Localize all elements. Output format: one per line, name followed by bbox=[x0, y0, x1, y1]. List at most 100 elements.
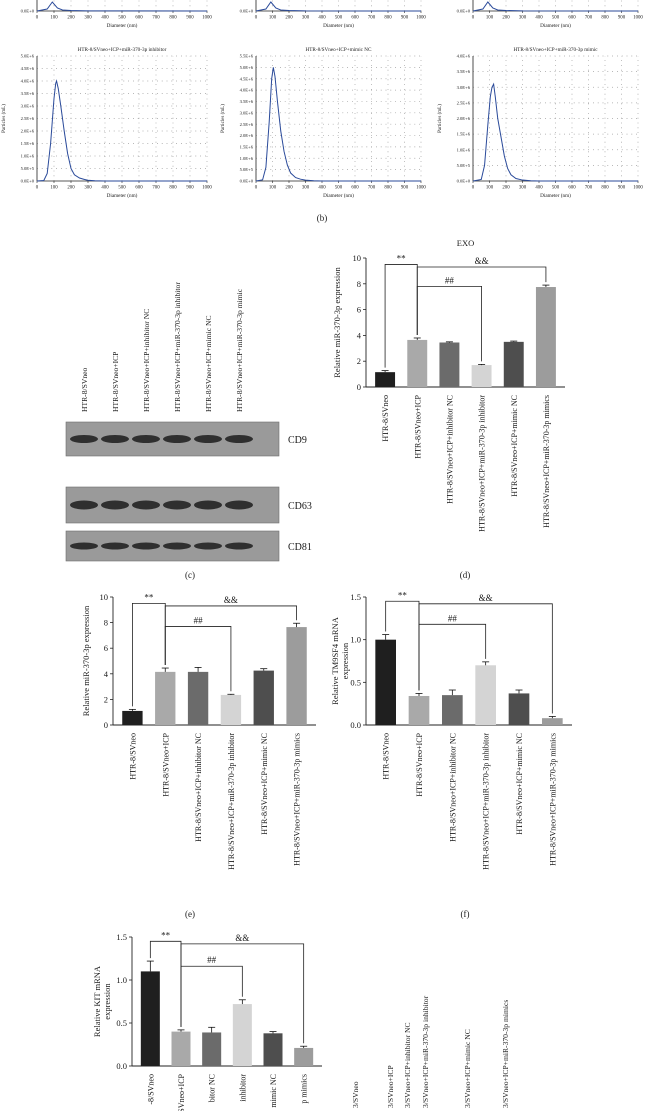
distribution-line bbox=[472, 82, 638, 182]
significance-mark: && bbox=[479, 593, 493, 603]
y-tick-label: 3.0E+6 bbox=[21, 104, 35, 109]
bar bbox=[439, 342, 460, 387]
bar bbox=[171, 1031, 191, 1066]
x-tick-label: 0 bbox=[472, 186, 475, 191]
y-tick-label: 0.0E+0 bbox=[457, 9, 471, 14]
x-tick-label: HTR-8/SVneo+ICP+miR-370-3p inhibitor bbox=[227, 733, 236, 870]
y-tick-label: 2.0E+6 bbox=[457, 116, 471, 121]
y-tick-label: 0.5 bbox=[350, 677, 361, 687]
lane-label: HTR-8/SVneo+ICP+miR-370-3p inhibitor bbox=[173, 282, 182, 412]
significance-bracket bbox=[416, 285, 482, 362]
y-tick-label: 4.0E+6 bbox=[21, 79, 35, 84]
y-tick-label: 1.0 bbox=[116, 975, 127, 985]
y-tick-label: 5.5E+6 bbox=[240, 54, 254, 59]
x-tick-label: 0 bbox=[36, 186, 39, 191]
y-axis-label: Relative miR-370-3p expression bbox=[81, 605, 91, 716]
x-tick-label: 900 bbox=[186, 16, 194, 21]
x-tick-label: 100 bbox=[486, 186, 494, 191]
distribution-line bbox=[36, 79, 207, 182]
bar bbox=[542, 718, 563, 725]
x-tick-label: 200 bbox=[67, 16, 75, 21]
blot-band bbox=[132, 500, 160, 510]
x-tick-label: 300 bbox=[84, 186, 92, 191]
cut-off-label: 3/SVneo+ICP+mimic NC bbox=[463, 1029, 472, 1108]
x-tick-label: 800 bbox=[169, 16, 177, 21]
x-tick-label: 600 bbox=[568, 186, 576, 191]
bar bbox=[475, 665, 496, 725]
panel-label-f: (f) bbox=[461, 909, 470, 919]
x-tick-label: HTR-8/SVneo+ICP+miR-370-3p inhibitor bbox=[482, 733, 491, 870]
blot-band bbox=[225, 435, 253, 443]
y-tick-label: 5.0E+5 bbox=[457, 163, 471, 168]
x-tick-label: 400 bbox=[101, 186, 109, 191]
x-tick-label: 1000 bbox=[633, 186, 643, 191]
y-tick-label: 2.5E+6 bbox=[240, 122, 254, 127]
x-tick-label: 900 bbox=[618, 186, 626, 191]
band-label: CD63 bbox=[288, 501, 312, 512]
x-tick-label: 0 bbox=[255, 186, 258, 191]
x-tick-label: bitor NC bbox=[208, 1074, 217, 1102]
x-tick-label: 600 bbox=[135, 186, 143, 191]
x-tick-label: 200 bbox=[67, 186, 75, 191]
significance-mark: ## bbox=[207, 955, 217, 965]
x-tick-label: 500 bbox=[552, 16, 560, 21]
x-tick-label: HTR-8/SVneo+ICP bbox=[415, 732, 424, 796]
x-tick-label: 200 bbox=[502, 16, 510, 21]
panel-label-b: (b) bbox=[317, 213, 328, 223]
significance-bracket bbox=[164, 626, 232, 692]
x-tick-label: 500 bbox=[552, 186, 560, 191]
x-tick-label: 0 bbox=[472, 16, 475, 21]
x-tick-label: HTR-8/SVneo+ICP+miR-370-3p mimics bbox=[548, 733, 557, 866]
band-label: CD9 bbox=[288, 435, 307, 446]
y-tick-label: 0 bbox=[357, 382, 361, 392]
blot-border bbox=[65, 421, 280, 457]
blot-border bbox=[65, 486, 280, 524]
y-tick-label: 10 bbox=[353, 253, 362, 263]
x-tick-label: 1000 bbox=[202, 16, 212, 21]
lane-label: HTR-8/SVneo bbox=[80, 368, 89, 412]
bar bbox=[508, 693, 530, 725]
significance-bracket bbox=[180, 965, 243, 1027]
x-tick-label: 700 bbox=[368, 186, 376, 191]
bar bbox=[263, 1033, 283, 1066]
nta-chart: 0 100 200 300 400 500 600 700 800 900 1000 Diameter… bbox=[438, 47, 643, 199]
blot-band bbox=[70, 500, 98, 510]
distribution-line bbox=[36, 1, 208, 12]
cut-off-label: 3/SVneo+ICP+miR-370-3p inhibitor bbox=[421, 995, 430, 1108]
nta-chart: 0 100 200 300 400 500 600 700 800 900 1000 Diameter… bbox=[21, 0, 212, 29]
x-tick-label: 600 bbox=[135, 16, 143, 21]
y-tick-label: 2 bbox=[357, 356, 361, 366]
distribution-line bbox=[472, 1, 639, 12]
blot-band bbox=[194, 435, 222, 443]
y-tick-label: 8 bbox=[357, 279, 361, 289]
y-tick-label: 0.0E+0 bbox=[21, 179, 35, 184]
y-tick-label: 5.0E+5 bbox=[240, 167, 254, 172]
band-label: CD81 bbox=[288, 542, 312, 553]
y-tick-label: 1.0E+6 bbox=[457, 147, 471, 152]
y-tick-label: 0.0E+0 bbox=[457, 179, 471, 184]
x-axis-label: Diameter (nm) bbox=[540, 192, 571, 199]
blot-band bbox=[132, 542, 160, 550]
x-tick-label: 500 bbox=[335, 16, 343, 21]
x-tick-label: SVneo+ICP bbox=[177, 1073, 186, 1111]
lane-label: HTR-8/SVneo+ICP+inhibitor NC bbox=[142, 309, 151, 412]
nta-chart: 0 100 200 300 400 500 600 700 800 900 1000 Diameter… bbox=[221, 47, 426, 199]
blot-band bbox=[101, 435, 129, 443]
x-tick-label: HTR-8/SVneo+ICP+inhibitor NC bbox=[445, 395, 454, 504]
bar bbox=[294, 1047, 314, 1066]
bar bbox=[503, 341, 524, 387]
bar bbox=[408, 695, 430, 725]
x-axis-label: Diameter (nm) bbox=[540, 22, 571, 29]
y-tick-label: 0.5 bbox=[116, 1018, 127, 1028]
bar bbox=[375, 639, 396, 725]
x-tick-label: HTR-8/SVneo+ICP+mimic NC bbox=[515, 733, 524, 835]
x-tick-label: 100 bbox=[269, 186, 277, 191]
y-tick-label: 0 bbox=[104, 720, 108, 730]
lane-label: HTR-8/SVneo+ICP+mimic NC bbox=[204, 315, 213, 412]
x-tick-label: 800 bbox=[601, 16, 609, 21]
y-tick-label: 0.0 bbox=[350, 720, 361, 730]
x-tick-label: HTR-8/SVneo+ICP+miR-370-3p mimics bbox=[293, 733, 302, 866]
significance-mark: && bbox=[224, 595, 238, 605]
x-tick-label: 300 bbox=[302, 186, 310, 191]
